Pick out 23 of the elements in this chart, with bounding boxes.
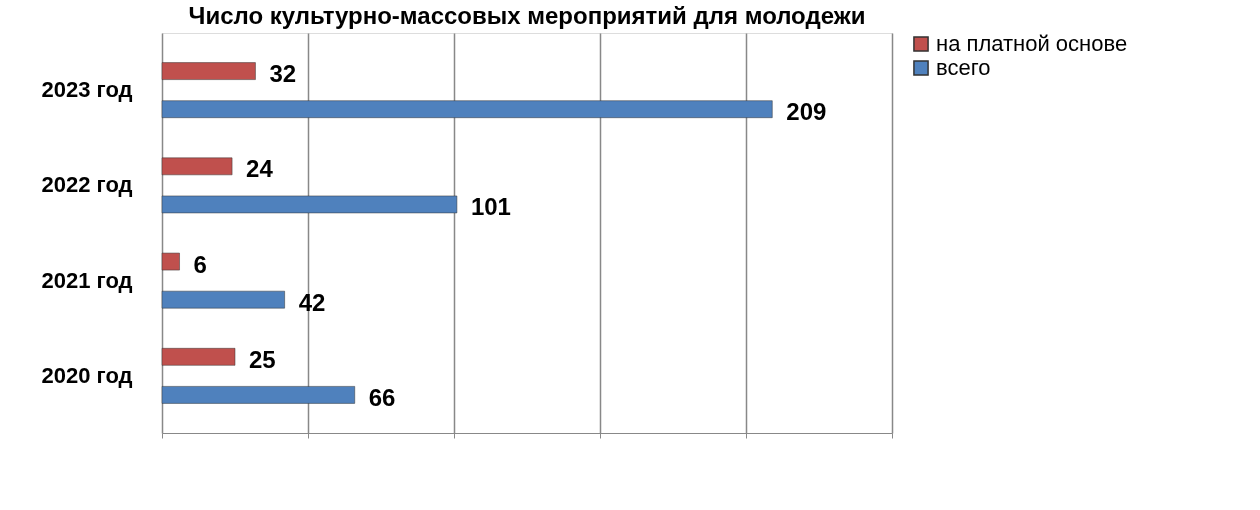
y-tick-label: 2022 год — [41, 172, 133, 198]
data-label: 6 — [193, 250, 207, 278]
bar — [161, 348, 236, 366]
bar — [161, 195, 458, 214]
legend-label: на платной основе — [936, 31, 1128, 56]
data-label: 66 — [368, 383, 396, 411]
bar — [161, 157, 233, 176]
y-tick-label: 2020 год — [41, 362, 133, 388]
bar — [161, 62, 256, 80]
data-label: 42 — [298, 288, 326, 316]
bar — [161, 386, 355, 404]
data-label: 209 — [786, 98, 827, 126]
data-label: 32 — [269, 60, 297, 88]
data-label: 25 — [249, 345, 276, 373]
bar — [161, 290, 285, 309]
y-tick-label: 2023 год — [41, 77, 133, 103]
y-tick-label: 2021 год — [41, 267, 133, 293]
bar — [161, 100, 773, 118]
data-label: 24 — [246, 155, 274, 183]
legend-label: всего — [936, 55, 991, 80]
bar — [161, 252, 180, 271]
chart-title: Число культурно-массовых мероприятий для молодежи — [188, 2, 866, 29]
data-label: 101 — [470, 193, 511, 221]
